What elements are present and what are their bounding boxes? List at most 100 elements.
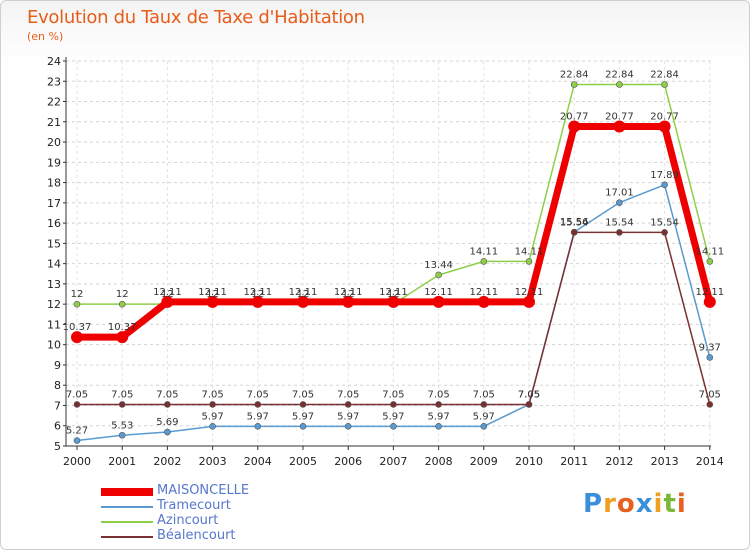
data-label-azincourt: 14.11 [469, 246, 498, 257]
data-label-maisoncelle: 12.11 [153, 287, 182, 298]
data-point-maisoncelle [523, 295, 535, 308]
x-tick-label: 2000 [63, 455, 91, 468]
x-tick-label: 2012 [605, 455, 633, 468]
series-line-b-alencourt [77, 231, 711, 406]
y-tick-label: 13 [47, 278, 61, 291]
data-label-b-alencourt: 7.05 [111, 389, 133, 400]
data-point-b-alencourt [480, 401, 488, 408]
data-point-b-alencourt [73, 401, 81, 408]
data-point-maisoncelle [161, 295, 174, 308]
data-label-maisoncelle: 20.77 [650, 111, 679, 122]
y-tick-label: 5 [54, 440, 61, 453]
data-labels: 12 12 12 12 12 12 12 12 13.44 14.11 14.11 22.84 22.8… [63, 70, 724, 437]
y-tick-label: 7 [54, 399, 61, 412]
data-point-tramecourt [164, 428, 171, 436]
data-label-azincourt: 13.44 [424, 260, 453, 271]
data-point-b-alencourt [118, 401, 126, 408]
data-label-b-alencourt: 7.05 [473, 389, 495, 400]
data-label-b-alencourt: 15.54 [605, 217, 634, 228]
data-point-azincourt [661, 81, 668, 88]
data-label-tramecourt: 17.01 [605, 188, 634, 199]
data-label-maisoncelle: 12.11 [469, 287, 498, 298]
data-label-azincourt: 14.11 [515, 246, 544, 257]
y-tick-label: 17 [47, 197, 61, 210]
y-tick-label: 12 [47, 298, 61, 311]
logo-letter: r [603, 489, 617, 519]
proxiti-logo: Proxiti [583, 489, 687, 519]
data-label-maisoncelle: 12.11 [379, 287, 408, 298]
data-label-b-alencourt: 7.05 [66, 389, 88, 400]
data-point-tramecourt [254, 423, 262, 430]
data-label-b-alencourt: 7.05 [427, 389, 449, 400]
data-label-azincourt: 12 [116, 289, 129, 300]
data-label-b-alencourt: 7.05 [201, 389, 223, 400]
y-tick-label: 16 [47, 217, 61, 230]
data-point-maisoncelle [206, 295, 219, 308]
x-tick-label: 2008 [425, 455, 453, 468]
data-point-b-alencourt [525, 401, 533, 408]
legend-label: Azincourt [157, 513, 219, 528]
logo-letter: i [676, 489, 687, 519]
x-tick-label: 2014 [696, 455, 724, 468]
data-point-tramecourt [480, 423, 488, 430]
legend-label: MAISONCELLE [157, 483, 250, 498]
data-label-tramecourt: 5.27 [66, 426, 88, 437]
logo-letter: x [635, 489, 654, 519]
data-label-tramecourt: 15.56 [560, 217, 589, 228]
data-label-maisoncelle: 12.11 [334, 287, 363, 298]
x-tick-label: 2002 [153, 455, 181, 468]
data-label-maisoncelle: 10.37 [108, 322, 137, 333]
x-tick-label: 2010 [515, 455, 543, 468]
y-tick-label: 22 [47, 96, 61, 109]
data-label-maisoncelle: 12.11 [515, 287, 544, 298]
data-label-b-alencourt: 15.54 [650, 217, 679, 228]
data-point-tramecourt [616, 199, 623, 206]
data-point-b-alencourt [435, 401, 442, 408]
data-label-maisoncelle: 12.11 [289, 287, 318, 298]
chart-subtitle: (en %) [27, 30, 64, 43]
data-point-azincourt [118, 300, 126, 308]
x-tick-label: 2009 [470, 455, 498, 468]
data-point-maisoncelle [703, 295, 716, 308]
x-tick-label: 2007 [379, 455, 407, 468]
data-point-azincourt [480, 258, 488, 265]
y-tick-label: 8 [54, 379, 61, 392]
data-point-azincourt [570, 81, 578, 88]
y-tick-label: 9 [54, 359, 61, 372]
data-label-b-alencourt: 7.05 [247, 389, 269, 400]
x-tick-label: 2003 [199, 455, 227, 468]
data-label-b-alencourt: 7.05 [699, 389, 721, 400]
data-label-tramecourt: 5.53 [111, 420, 133, 431]
data-point-b-alencourt [570, 229, 578, 236]
data-label-tramecourt: 9.37 [699, 342, 721, 353]
logo-letter: o [616, 489, 636, 519]
data-label-maisoncelle: 12.11 [198, 287, 227, 298]
data-point-azincourt [73, 300, 81, 308]
legend-swatch [101, 521, 153, 523]
data-point-maisoncelle [477, 295, 490, 308]
data-label-b-alencourt: 15.54 [560, 217, 589, 228]
x-tick-label: 2013 [651, 455, 679, 468]
x-tick-label: 2011 [560, 455, 588, 468]
data-point-maisoncelle [432, 295, 445, 308]
logo-letter: t [663, 489, 677, 519]
data-point-b-alencourt [299, 401, 307, 408]
data-point-b-alencourt [344, 401, 352, 408]
data-label-azincourt: 14.11 [695, 246, 724, 257]
data-point-azincourt [616, 81, 623, 88]
data-point-tramecourt [706, 354, 714, 361]
data-point-maisoncelle [342, 295, 355, 308]
data-label-maisoncelle: 12.11 [695, 287, 724, 298]
data-label-b-alencourt: 7.05 [292, 389, 314, 400]
data-label-maisoncelle: 12.11 [424, 287, 453, 298]
data-label-tramecourt: 5.97 [382, 411, 404, 422]
data-point-maisoncelle [116, 331, 129, 344]
data-point-maisoncelle [297, 295, 309, 308]
data-point-b-alencourt [616, 229, 623, 236]
y-tick-label: 21 [47, 116, 61, 129]
y-tick-label: 23 [47, 75, 61, 88]
legend-label: Tramecourt [157, 498, 231, 513]
y-tick-label: 14 [47, 258, 61, 271]
data-point-b-alencourt [661, 229, 668, 236]
